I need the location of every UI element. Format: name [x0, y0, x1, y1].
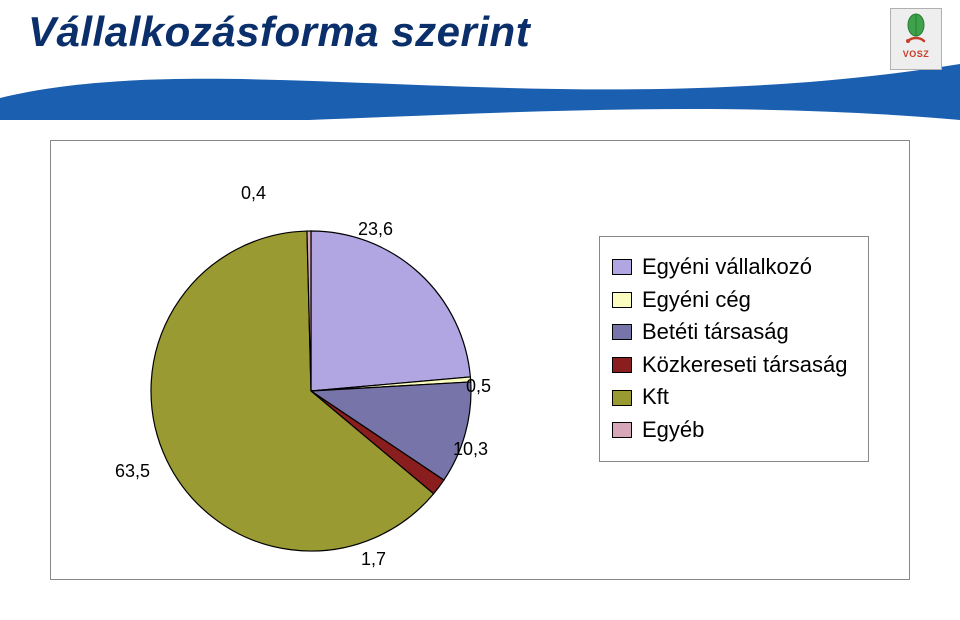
legend-item: Egyéni vállalkozó [612, 253, 854, 282]
data-label: 63,5 [115, 461, 150, 482]
data-label: 0,4 [241, 183, 266, 204]
legend-label: Egyéni vállalkozó [642, 253, 812, 282]
legend-item: Egyéb [612, 416, 854, 445]
legend: Egyéni vállalkozó Egyéni cég Betéti társas… [599, 236, 869, 462]
legend-swatch [612, 292, 632, 308]
legend-swatch [612, 357, 632, 373]
legend-item: Betéti társaság [612, 318, 854, 347]
legend-item: Kft [612, 383, 854, 412]
legend-swatch [612, 390, 632, 406]
data-label: 10,3 [453, 439, 488, 460]
legend-label: Egyéb [642, 416, 704, 445]
legend-item: Közkereseti társaság [612, 351, 854, 380]
corner-logo: VOSZ [890, 8, 942, 70]
data-label: 0,5 [466, 376, 491, 397]
legend-swatch [612, 324, 632, 340]
header: Vállalkozásforma szerint VOSZ [0, 0, 960, 120]
legend-label: Közkereseti társaság [642, 351, 847, 380]
leaf-icon [899, 13, 933, 47]
pie-slice [311, 231, 470, 391]
legend-label: Egyéni cég [642, 286, 751, 315]
data-label: 1,7 [361, 549, 386, 570]
data-label: 23,6 [358, 219, 393, 240]
legend-label: Betéti társaság [642, 318, 789, 347]
page-title: Vállalkozásforma szerint [28, 8, 530, 56]
legend-swatch [612, 422, 632, 438]
chart-container: 0,423,60,510,31,763,5 Egyéni vállalkozóE… [50, 140, 910, 580]
legend-item: Egyéni cég [612, 286, 854, 315]
header-swoosh [0, 58, 960, 120]
legend-label: Kft [642, 383, 669, 412]
logo-text: VOSZ [903, 49, 930, 59]
pie-chart: 0,423,60,510,31,763,5 [121, 181, 501, 561]
legend-swatch [612, 259, 632, 275]
